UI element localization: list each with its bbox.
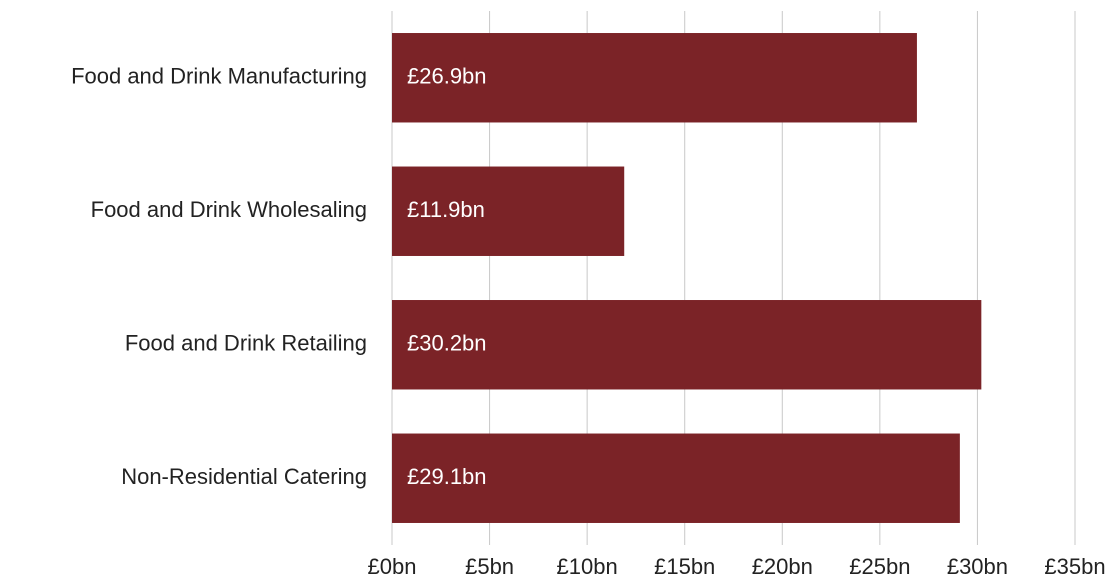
x-tick-label: £5bn	[465, 554, 514, 579]
x-tick-label: £10bn	[557, 554, 618, 579]
x-tick-label: £30bn	[947, 554, 1008, 579]
bar	[392, 33, 917, 123]
x-tick-label: £15bn	[654, 554, 715, 579]
x-tick-label: £0bn	[368, 554, 417, 579]
y-tick-label: Food and Drink Retailing	[125, 331, 367, 356]
x-tick-label: £35bn	[1044, 554, 1105, 579]
value-label: £30.2bn	[407, 331, 487, 356]
bar	[392, 433, 960, 523]
y-tick-label: Food and Drink Wholesaling	[91, 197, 367, 222]
value-label: £11.9bn	[407, 197, 485, 222]
x-tick-label: £20bn	[752, 554, 813, 579]
value-label: £26.9bn	[407, 64, 487, 89]
y-tick-label: Food and Drink Manufacturing	[71, 64, 367, 89]
y-tick-label: Non-Residential Catering	[121, 464, 367, 489]
bar	[392, 166, 625, 256]
x-tick-label: £25bn	[849, 554, 910, 579]
value-label: £29.1bn	[407, 464, 487, 489]
bar	[392, 300, 982, 390]
